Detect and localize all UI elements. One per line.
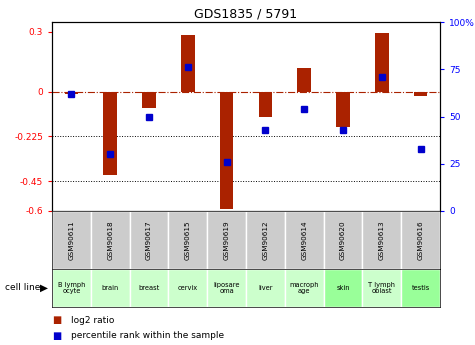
- Text: ■: ■: [52, 331, 61, 341]
- Bar: [401, 269, 440, 307]
- Text: liposare
oma: liposare oma: [213, 282, 240, 294]
- Bar: [52, 269, 91, 307]
- Bar: [362, 211, 401, 269]
- Bar: [91, 269, 130, 307]
- Bar: [285, 269, 323, 307]
- Text: GSM90611: GSM90611: [68, 220, 75, 260]
- Text: cervix: cervix: [178, 285, 198, 291]
- Title: GDS1835 / 5791: GDS1835 / 5791: [194, 8, 297, 21]
- Text: testis: testis: [411, 285, 430, 291]
- Bar: [414, 92, 428, 96]
- Bar: [401, 211, 440, 269]
- Text: B lymph
ocyte: B lymph ocyte: [58, 282, 85, 294]
- Text: GSM90615: GSM90615: [185, 220, 191, 260]
- Bar: [130, 269, 169, 307]
- Bar: [104, 92, 117, 175]
- Bar: [220, 92, 233, 209]
- Bar: [169, 269, 207, 307]
- Bar: [336, 92, 350, 127]
- Text: log2 ratio: log2 ratio: [71, 316, 114, 325]
- Bar: [362, 269, 401, 307]
- Bar: [169, 211, 207, 269]
- Bar: [65, 92, 78, 93]
- Bar: [323, 269, 362, 307]
- Bar: [207, 211, 246, 269]
- Text: GSM90620: GSM90620: [340, 220, 346, 260]
- Bar: [91, 211, 130, 269]
- Text: GSM90613: GSM90613: [379, 220, 385, 260]
- Text: T lymph
oblast: T lymph oblast: [368, 282, 395, 294]
- Text: GSM90617: GSM90617: [146, 220, 152, 260]
- Text: cell line: cell line: [5, 284, 40, 293]
- Bar: [52, 211, 91, 269]
- Bar: [323, 211, 362, 269]
- Bar: [181, 35, 195, 92]
- Bar: [258, 92, 272, 118]
- Text: ▶: ▶: [40, 283, 48, 293]
- Text: GSM90616: GSM90616: [418, 220, 424, 260]
- Text: GSM90614: GSM90614: [301, 220, 307, 260]
- Bar: [297, 68, 311, 92]
- Text: skin: skin: [336, 285, 350, 291]
- Bar: [246, 269, 285, 307]
- Bar: [142, 92, 156, 108]
- Text: brain: brain: [102, 285, 119, 291]
- Text: percentile rank within the sample: percentile rank within the sample: [71, 331, 224, 340]
- Text: GSM90619: GSM90619: [224, 220, 229, 260]
- Text: liver: liver: [258, 285, 273, 291]
- Text: breast: breast: [138, 285, 160, 291]
- Bar: [130, 211, 169, 269]
- Text: GSM90618: GSM90618: [107, 220, 113, 260]
- Bar: [375, 33, 389, 92]
- Bar: [285, 211, 323, 269]
- Bar: [246, 211, 285, 269]
- Bar: [207, 269, 246, 307]
- Text: GSM90612: GSM90612: [262, 220, 268, 260]
- Text: macroph
age: macroph age: [289, 282, 319, 294]
- Text: ■: ■: [52, 315, 61, 325]
